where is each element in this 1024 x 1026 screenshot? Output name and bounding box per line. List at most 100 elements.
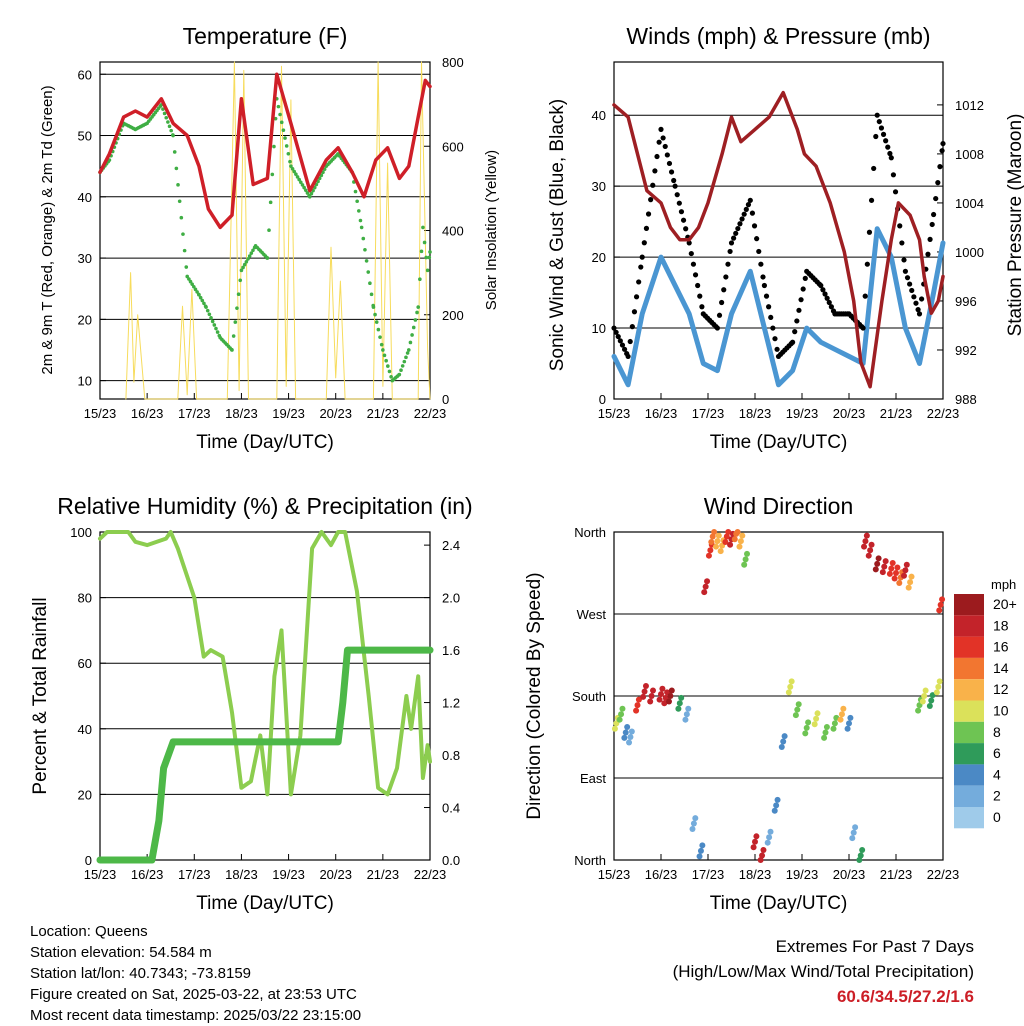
direction-point bbox=[879, 569, 886, 576]
legend-label: 12 bbox=[993, 681, 1009, 697]
direction-point bbox=[764, 839, 771, 846]
direction-point bbox=[622, 729, 629, 736]
direction-point bbox=[803, 724, 810, 731]
y-tick-label: 60 bbox=[78, 67, 92, 82]
x-tick-label: 18/23 bbox=[225, 867, 258, 882]
direction-point bbox=[787, 683, 794, 690]
y2-tick-label: 0 bbox=[442, 392, 449, 407]
x-tick-label: 15/23 bbox=[84, 406, 117, 421]
x-tick-label: 17/23 bbox=[178, 867, 211, 882]
direction-point bbox=[675, 705, 682, 712]
gust-point bbox=[770, 325, 776, 331]
dewpoint-point bbox=[415, 310, 419, 315]
direction-point bbox=[872, 566, 879, 573]
direction-point bbox=[752, 838, 758, 845]
gust-point bbox=[824, 295, 830, 301]
plot-frame bbox=[613, 61, 944, 400]
direction-point bbox=[823, 723, 830, 730]
dewpoint-point bbox=[177, 199, 182, 204]
dewpoint-point bbox=[379, 342, 384, 347]
legend-label: 14 bbox=[993, 660, 1009, 676]
dewpoint-point bbox=[408, 340, 413, 345]
direction-point bbox=[875, 555, 882, 562]
dewpoint-point bbox=[207, 312, 212, 317]
dewpoint-point bbox=[192, 284, 196, 289]
dewpoint-point bbox=[162, 111, 167, 116]
x-axis-label: Time (Day/UTC) bbox=[196, 432, 334, 453]
y-tick-label: 30 bbox=[592, 179, 606, 194]
y-tick-label: 40 bbox=[78, 190, 92, 205]
direction-point bbox=[618, 711, 625, 718]
elevation-text: Station elevation: 54.584 m bbox=[30, 944, 212, 961]
temperature-panel: 15/23 16/23 17/23 18/23 19/23 20/23 21/23 22/23… bbox=[39, 23, 500, 453]
legend-label: 16 bbox=[993, 639, 1009, 655]
gust-point bbox=[939, 148, 945, 154]
dewpoint-point bbox=[276, 104, 281, 109]
gust-point bbox=[792, 329, 798, 335]
dewpoint-point bbox=[406, 348, 411, 352]
direction-point bbox=[773, 802, 780, 809]
direction-point bbox=[702, 583, 709, 590]
dewpoint-point bbox=[363, 247, 367, 252]
direction-point bbox=[690, 820, 697, 827]
dewpoint-point bbox=[303, 188, 308, 193]
direction-point bbox=[936, 607, 943, 614]
y2-axis-label: Solar Insolation (Yellow) bbox=[483, 150, 500, 310]
gust-point bbox=[860, 325, 866, 331]
gust-point bbox=[666, 160, 673, 167]
direction-point bbox=[701, 589, 708, 596]
gust-point bbox=[656, 139, 662, 145]
temperature-series bbox=[98, 72, 432, 230]
direction-point bbox=[621, 734, 628, 741]
dewpoint-point bbox=[197, 293, 201, 297]
direction-point bbox=[865, 552, 872, 559]
direction-point bbox=[717, 548, 724, 555]
direction-point bbox=[821, 734, 828, 741]
direction-point bbox=[780, 738, 787, 745]
y2-tick-label: 800 bbox=[442, 55, 464, 70]
pressure-series bbox=[612, 90, 945, 389]
dewpoint-point bbox=[172, 150, 177, 154]
gust-point bbox=[692, 272, 699, 278]
direction-point bbox=[619, 705, 626, 712]
dewpoint-point bbox=[378, 335, 382, 339]
direction-point bbox=[908, 573, 915, 580]
gust-point bbox=[680, 217, 687, 223]
x-tick-label: 19/23 bbox=[272, 406, 305, 421]
direction-point bbox=[891, 575, 898, 582]
dewpoint-point bbox=[404, 355, 408, 360]
y2-tick-label: 1.6 bbox=[442, 643, 460, 658]
x-tick-label: 15/23 bbox=[598, 406, 631, 421]
direction-point bbox=[750, 844, 757, 851]
location-text: Location: Queens bbox=[30, 923, 148, 940]
gust-point bbox=[925, 251, 931, 257]
dewpoint-point bbox=[299, 180, 303, 185]
gust-point bbox=[916, 311, 923, 317]
x-tick-label: 21/23 bbox=[880, 867, 913, 882]
direction-point bbox=[844, 725, 851, 732]
direction-point bbox=[624, 723, 631, 730]
gust-point bbox=[754, 236, 760, 242]
direction-point bbox=[692, 815, 699, 822]
gust-point bbox=[719, 299, 725, 306]
gust-point bbox=[652, 168, 658, 174]
direction-point bbox=[711, 529, 718, 535]
extremes-title: Extremes For Past 7 Days bbox=[775, 937, 974, 956]
dewpoint-point bbox=[387, 369, 392, 374]
gust-point bbox=[725, 261, 731, 267]
dewpoint-point bbox=[187, 277, 191, 281]
dewpoint-point bbox=[384, 358, 388, 363]
direction-point bbox=[708, 539, 715, 546]
direction-point bbox=[727, 541, 734, 548]
dewpoint-point bbox=[161, 107, 165, 111]
direction-point bbox=[757, 857, 764, 863]
gust-point bbox=[686, 240, 692, 246]
y-tick-label: 10 bbox=[592, 321, 606, 336]
dewpoint-point bbox=[410, 333, 414, 337]
y2-tick-label: 1008 bbox=[955, 147, 984, 162]
dewpoint-point bbox=[174, 166, 179, 171]
dewpoint-point bbox=[302, 185, 306, 190]
gust-point bbox=[733, 230, 739, 236]
direction-point bbox=[831, 720, 838, 727]
gust-point bbox=[695, 282, 701, 289]
